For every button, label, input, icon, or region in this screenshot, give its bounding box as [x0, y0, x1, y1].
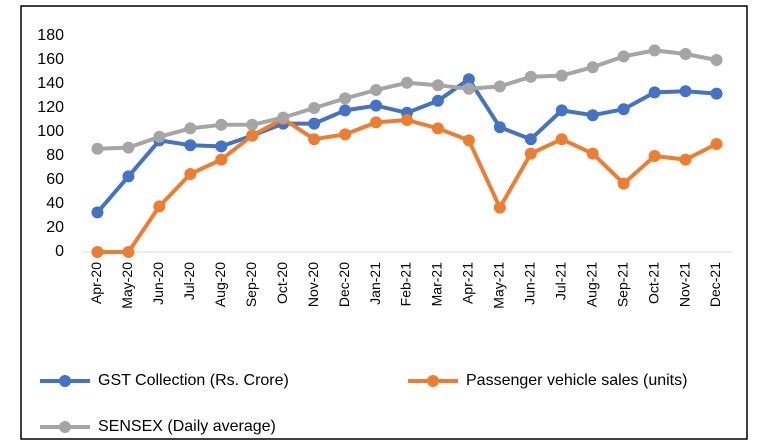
data-point: [555, 69, 568, 82]
data-point: [153, 130, 166, 143]
x-tick-label: Aug-20: [212, 262, 228, 307]
y-tick-label: 140: [37, 75, 64, 92]
y-tick-label: 40: [46, 195, 64, 212]
data-point: [401, 76, 413, 89]
data-point: [648, 150, 661, 162]
data-point: [555, 104, 568, 117]
data-point: [339, 104, 352, 117]
x-tick-label: Feb-21: [398, 262, 414, 307]
x-tick-label: Jan-21: [367, 262, 383, 305]
data-point: [493, 80, 506, 93]
data-point: [679, 85, 692, 98]
data-point: [493, 201, 506, 214]
legend-marker: [59, 375, 71, 387]
legend-label: Passenger vehicle sales (units): [466, 372, 687, 389]
x-tick-label: Apr-21: [460, 262, 476, 304]
data-point: [524, 147, 537, 160]
legend-label: GST Collection (Rs. Crore): [98, 372, 289, 389]
data-point: [524, 70, 537, 83]
data-point: [215, 153, 228, 166]
x-tick-label: Nov-20: [305, 262, 321, 307]
x-tick-label: Jun-20: [150, 262, 166, 305]
x-tick-label: Oct-21: [645, 262, 661, 304]
x-tick-label: Apr-20: [88, 262, 104, 304]
legend-marker: [59, 421, 71, 433]
chart-border: [20, 5, 748, 440]
data-point: [370, 99, 383, 112]
y-tick-label: 100: [37, 123, 64, 140]
x-tick-label: Nov-21: [676, 262, 692, 307]
data-point: [122, 170, 135, 183]
data-point: [370, 84, 383, 96]
y-tick-label: 0: [55, 243, 64, 260]
y-tick-label: 60: [46, 171, 64, 188]
x-tick-label: May-21: [491, 262, 507, 309]
data-point: [462, 73, 475, 86]
x-tick-label: Jun-21: [522, 262, 538, 305]
data-point: [246, 129, 259, 142]
data-point: [431, 94, 444, 107]
data-point: [339, 92, 352, 105]
data-point: [91, 206, 104, 219]
data-point: [648, 44, 661, 57]
x-tick-label: Sep-21: [614, 262, 630, 307]
data-point: [339, 128, 352, 141]
x-tick-label: Sep-20: [243, 262, 259, 307]
data-point: [401, 114, 413, 126]
data-point: [462, 82, 475, 95]
data-point: [648, 86, 661, 99]
data-point: [555, 133, 568, 146]
y-tick-label: 20: [46, 219, 64, 236]
y-tick-label: 180: [37, 27, 64, 44]
data-point: [308, 117, 321, 130]
data-point: [277, 111, 290, 124]
data-point: [246, 118, 259, 131]
data-point: [215, 140, 228, 153]
x-tick-label: May-20: [119, 262, 135, 309]
data-point: [431, 122, 444, 135]
data-point: [215, 118, 228, 131]
data-point: [493, 121, 506, 134]
x-tick-label: Dec-20: [336, 262, 352, 307]
x-tick-label: Aug-21: [583, 262, 599, 307]
x-tick-label: Mar-21: [429, 262, 445, 307]
data-point: [462, 134, 475, 147]
data-point: [586, 147, 599, 160]
legend-marker: [427, 375, 439, 387]
data-point: [617, 50, 630, 63]
data-point: [524, 133, 537, 146]
y-tick-label: 120: [37, 99, 64, 116]
data-point: [710, 138, 723, 150]
data-point: [153, 200, 166, 213]
data-point: [370, 116, 383, 129]
data-point: [586, 109, 599, 122]
data-point: [184, 139, 197, 152]
x-tick-label: Oct-20: [274, 262, 290, 304]
data-point: [122, 141, 135, 154]
x-tick-label: Jul-21: [552, 262, 568, 300]
legend-label: SENSEX (Daily average): [98, 418, 276, 435]
data-point: [308, 102, 321, 114]
data-point: [184, 168, 197, 180]
data-point: [91, 142, 104, 155]
data-point: [679, 48, 692, 60]
data-point: [617, 103, 630, 116]
data-point: [679, 153, 692, 166]
data-point: [710, 54, 723, 66]
data-point: [308, 133, 321, 146]
data-point: [122, 246, 135, 258]
data-point: [710, 87, 723, 100]
data-point: [91, 246, 104, 258]
data-point: [617, 177, 630, 190]
x-tick-label: Dec-21: [707, 262, 723, 307]
data-point: [586, 61, 599, 74]
y-tick-label: 160: [37, 51, 64, 68]
data-point: [184, 122, 197, 135]
x-tick-label: Jul-20: [181, 262, 197, 300]
y-tick-label: 80: [46, 147, 64, 164]
data-point: [431, 79, 444, 92]
